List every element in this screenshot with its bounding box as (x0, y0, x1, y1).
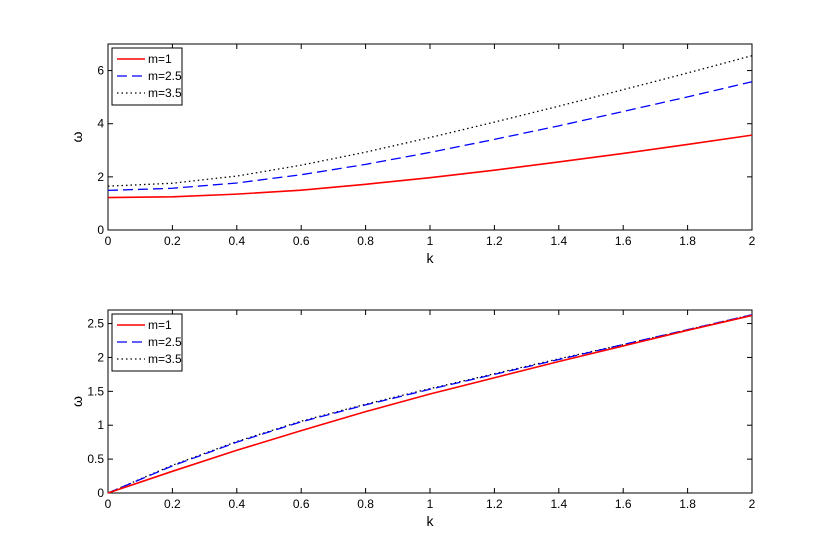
plot1-ytick-label: 6 (97, 64, 104, 78)
plot1-xtick-label: 1.4 (550, 234, 567, 248)
plot1-xtick-label: 0.6 (293, 234, 310, 248)
plot2-xtick-label: 0 (105, 497, 112, 511)
plot1-xtick-label: 1.6 (615, 234, 632, 248)
plot2-xtick-label: 1 (427, 497, 434, 511)
plot2-legend: m=1 m=2.5 m=3.5 (111, 313, 183, 372)
plot2-xtick-label: 1.4 (550, 497, 567, 511)
plot2-ytick-label: 0.5 (87, 452, 104, 466)
plot2-ytick-label: 2 (97, 350, 104, 364)
plot1-ytick-label: 0 (97, 223, 104, 237)
plot1-legend-label: m=2.5 (148, 69, 182, 83)
plot2-xtick-label: 0.8 (357, 497, 374, 511)
plot1-xtick-label: 1.8 (679, 234, 696, 248)
plot2: 0 0.2 0.4 0.6 0.8 1 1.2 1.4 1.6 1.8 2 0 0.5 1 1.5 2 2.5 k… (69, 309, 756, 529)
plot2-xtick-label: 0.6 (293, 497, 310, 511)
plot2-xtick-label: 0.2 (164, 497, 181, 511)
plot2-x-axis-label: k (427, 513, 435, 529)
plot1-legend: m=1 m=2.5 m=3.5 (111, 47, 183, 106)
plot1-ytick-label: 4 (97, 117, 104, 131)
plot2-legend-label: m=1 (148, 318, 172, 332)
plot2-ytick-label: 1.5 (87, 384, 104, 398)
plot2-series-m-3-5 (107, 314, 753, 494)
plot1-xtick-label: 0.4 (228, 234, 245, 248)
plot1-xtick-label: 2 (749, 234, 756, 248)
plot2-legend-label: m=2.5 (148, 335, 182, 349)
plot2-xtick-label: 0.4 (228, 497, 245, 511)
plot1-xtick-label: 1 (427, 234, 434, 248)
plot2-series-m-1 (107, 314, 753, 494)
plot2-xtick-label: 1.2 (486, 497, 503, 511)
plot1-series-m-1 (107, 134, 753, 199)
plot1-y-axis-label: ω (69, 131, 85, 142)
plot1-series-m-3-5 (107, 55, 753, 187)
plot2-series-m-2-5 (107, 314, 753, 494)
plot2-y-axis-label: ω (69, 396, 85, 407)
plot2-xtick-label: 2 (749, 497, 756, 511)
plot1-xtick-label: 0 (105, 234, 112, 248)
plot1-series-m-2-5 (107, 81, 753, 192)
plot2-legend-label: m=3.5 (148, 352, 182, 366)
plot1: 0 0.2 0.4 0.6 0.8 1 1.2 1.4 1.6 1.8 2 0 2 4 6 k ω m=1 m=2.… (69, 43, 756, 266)
plot2-ytick-label: 2.5 (87, 317, 104, 331)
plot1-axes-frame (107, 43, 753, 231)
plot1-x-axis-label: k (427, 250, 435, 266)
plot2-xtick-label: 1.6 (615, 497, 632, 511)
plot1-ytick-label: 2 (97, 170, 104, 184)
plot1-xtick-label: 1.2 (486, 234, 503, 248)
plot2-ytick-label: 0 (97, 486, 104, 500)
plot1-xtick-label: 0.8 (357, 234, 374, 248)
plot2-ytick-label: 1 (97, 418, 104, 432)
plot1-legend-label: m=3.5 (148, 86, 182, 100)
plot1-legend-label: m=1 (148, 52, 172, 66)
plot2-xtick-label: 1.8 (679, 497, 696, 511)
plot1-xtick-label: 0.2 (164, 234, 181, 248)
